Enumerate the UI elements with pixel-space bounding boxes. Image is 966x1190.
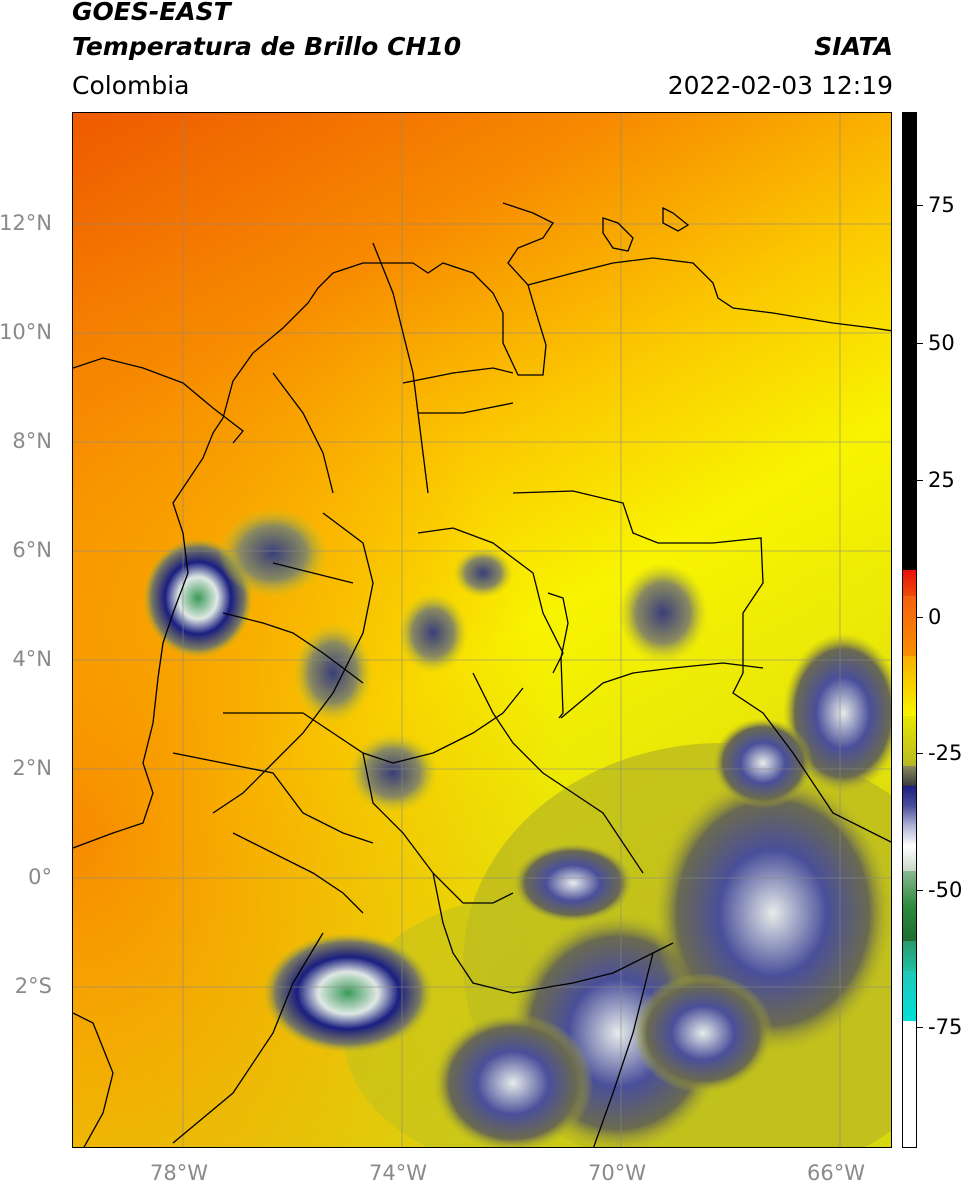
lat-label-2s: 2°S [14, 974, 52, 998]
lat-label-2n: 2°N [12, 756, 52, 780]
colorbar-tick-0: 0 [928, 605, 942, 629]
datetime-label: 2022-02-03 12:19 [667, 71, 893, 100]
lon-label-66w: 66°W [807, 1161, 865, 1185]
agency-label: SIATA [814, 32, 893, 61]
lat-label-10n: 10°N [0, 320, 52, 344]
coastlines-and-borders [73, 202, 891, 1147]
lon-label-78w: 78°W [150, 1161, 208, 1185]
lat-label-0: 0° [28, 865, 52, 889]
lat-label-12n: 12°N [0, 211, 52, 235]
colorbar-tick-neg75: -75 [928, 1015, 963, 1039]
lon-label-70w: 70°W [588, 1161, 646, 1185]
lat-label-8n: 8°N [12, 429, 52, 453]
title-line-1: GOES-EAST [72, 0, 231, 26]
colorbar-tick-50: 50 [928, 331, 955, 355]
colorbar-tick-75: 75 [928, 193, 955, 217]
satellite-map[interactable] [72, 112, 892, 1148]
colorbar-tick-neg50: -50 [928, 878, 963, 902]
lat-label-6n: 6°N [12, 538, 52, 562]
colorbar [902, 112, 917, 1148]
title-line-2: Temperatura de Brillo CH10 [72, 32, 462, 61]
lon-label-74w: 74°W [369, 1161, 427, 1185]
cloud-cells [143, 508, 891, 1147]
region-label: Colombia [72, 71, 190, 100]
colorbar-tick-neg25: -25 [928, 741, 963, 765]
colorbar-tick-25: 25 [928, 468, 955, 492]
lat-label-4n: 4°N [12, 647, 52, 671]
